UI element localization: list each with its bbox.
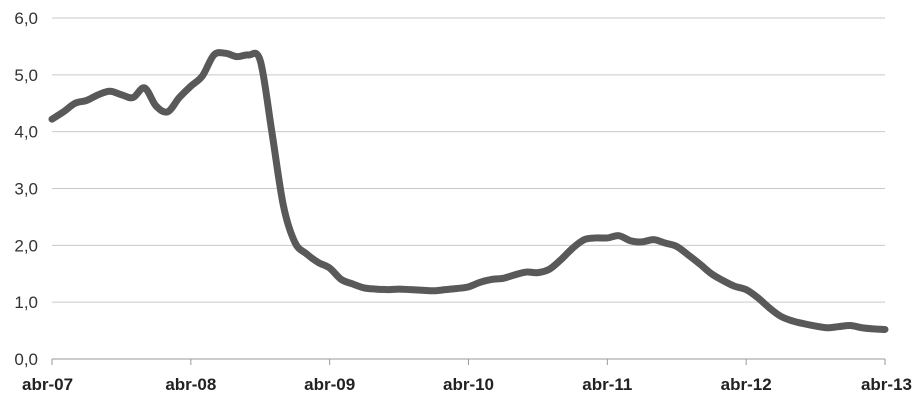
data-point: [374, 288, 377, 291]
y-tick-label: 5,0: [14, 66, 38, 85]
data-point: [97, 93, 100, 96]
data-point: [629, 239, 632, 242]
data-point: [85, 99, 88, 102]
data-point: [791, 319, 794, 322]
data-point: [74, 102, 77, 105]
data-point: [398, 288, 401, 291]
data-point: [803, 322, 806, 325]
data-point: [606, 236, 609, 239]
data-point: [560, 258, 563, 261]
y-axis: 0,0 1,0 2,0 3,0 4,0 5,0 6,0: [14, 9, 38, 369]
data-point: [247, 53, 250, 56]
data-point: [849, 324, 852, 327]
y-tick-label: 4,0: [14, 123, 38, 142]
data-point: [51, 118, 54, 121]
data-point: [432, 289, 435, 292]
data-point: [652, 238, 655, 241]
data-point: [710, 272, 713, 275]
data-point: [317, 261, 320, 264]
data-point: [641, 240, 644, 243]
data-point: [675, 245, 678, 248]
data-point: [779, 315, 782, 318]
data-point: [270, 130, 273, 133]
y-tick-label: 3,0: [14, 180, 38, 199]
data-point: [189, 85, 192, 88]
data-point: [178, 96, 181, 99]
data-point: [224, 52, 227, 55]
data-point: [467, 285, 470, 288]
data-point: [502, 277, 505, 280]
data-point: [722, 279, 725, 282]
data-point: [236, 55, 239, 58]
x-axis: abr-07 abr-08 abr-09 abr-10 abr-11 abr-12 abr-…: [22, 359, 912, 394]
data-point: [166, 110, 169, 113]
data-point: [768, 306, 771, 309]
y-tick-label: 6,0: [14, 9, 38, 28]
data-point: [536, 271, 539, 274]
x-tick-label: abr-11: [582, 375, 632, 394]
data-point: [583, 238, 586, 241]
data-point: [363, 286, 366, 289]
data-point: [421, 289, 424, 292]
data-point: [814, 325, 817, 328]
data-point: [733, 285, 736, 288]
data-point: [698, 263, 701, 266]
data-point: [305, 252, 308, 255]
data-point: [872, 327, 875, 330]
series-line: [48, 49, 889, 333]
data-point: [259, 59, 262, 62]
data-point: [490, 278, 493, 281]
data-point: [328, 267, 331, 270]
data-point: [340, 278, 343, 281]
y-tick-label: 2,0: [14, 236, 38, 255]
data-point: [386, 288, 389, 291]
data-point: [409, 288, 412, 291]
data-point: [571, 247, 574, 250]
data-point: [201, 74, 204, 77]
series-layer: [48, 49, 889, 333]
x-tick-label: abr-10: [443, 375, 494, 394]
data-point: [155, 105, 158, 108]
data-point: [131, 96, 134, 99]
data-point: [108, 90, 111, 93]
data-point: [687, 253, 690, 256]
gridlines: [52, 17, 885, 360]
data-point: [455, 287, 458, 290]
x-tick-label: abr-09: [304, 375, 355, 394]
data-point: [143, 86, 146, 89]
data-point: [548, 268, 551, 271]
data-point: [860, 326, 863, 329]
data-point: [293, 241, 296, 244]
data-point: [351, 282, 354, 285]
data-point: [513, 273, 516, 276]
x-tick-label: abr-13: [861, 375, 912, 394]
data-point: [62, 110, 65, 113]
data-point: [837, 325, 840, 328]
data-point: [525, 271, 528, 274]
x-tick-label: abr-07: [22, 375, 73, 394]
data-point: [594, 236, 597, 239]
x-tick-label: abr-12: [721, 375, 772, 394]
data-point: [282, 204, 285, 207]
data-point: [212, 53, 215, 56]
data-point: [479, 281, 482, 284]
data-point: [664, 242, 667, 245]
data-point: [617, 234, 620, 237]
data-point: [745, 288, 748, 291]
data-point: [826, 326, 829, 329]
y-tick-label: 1,0: [14, 293, 38, 312]
data-point: [444, 288, 447, 291]
data-point: [884, 328, 887, 331]
data-point: [120, 93, 123, 96]
data-point: [756, 296, 759, 299]
x-tick-label: abr-08: [165, 375, 216, 394]
y-tick-label: 0,0: [14, 350, 38, 369]
